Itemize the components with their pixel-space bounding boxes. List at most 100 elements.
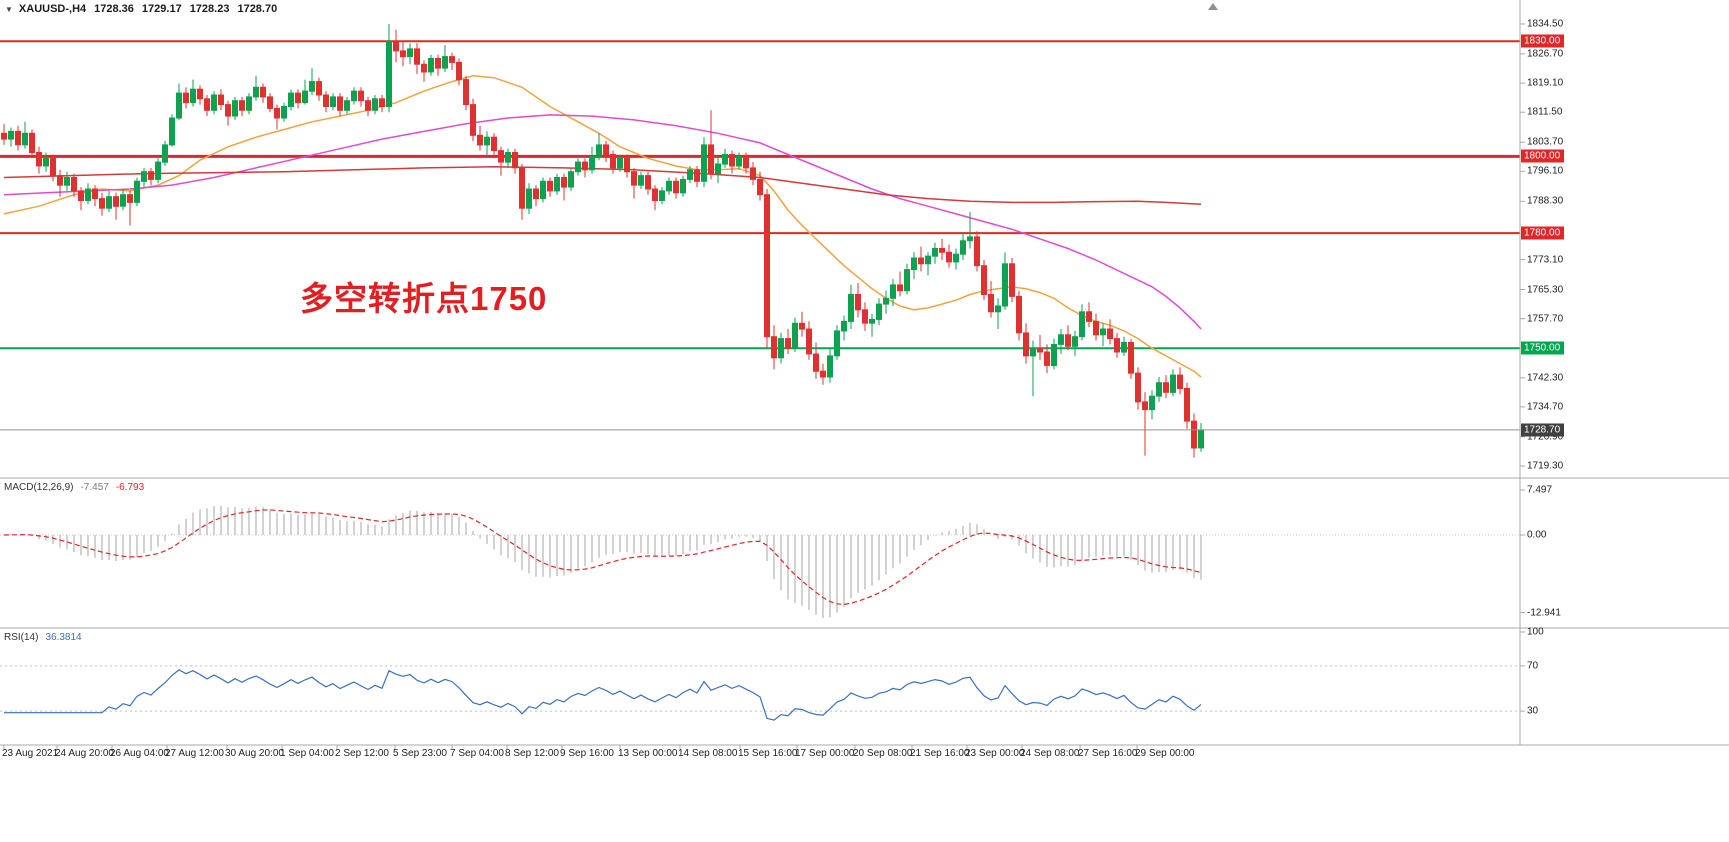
candle-body: [57, 175, 63, 186]
candle-body: [876, 303, 882, 320]
price-tick-label: 1826.70: [1527, 48, 1564, 60]
candle-body: [925, 255, 931, 265]
candle-body: [379, 98, 385, 108]
candle-body: [190, 88, 196, 104]
time-tick-label: 21 Sep 16:00: [910, 748, 970, 759]
time-tick-label: 27 Sep 16:00: [1078, 748, 1138, 759]
candle-body: [1030, 347, 1036, 357]
candle-body: [92, 188, 98, 200]
candle-body: [1044, 351, 1050, 366]
candle-body: [302, 90, 308, 104]
candle-body: [141, 171, 147, 182]
candle-body: [435, 58, 441, 69]
candle-body: [855, 294, 861, 311]
candle-body: [29, 132, 35, 154]
candle-body: [624, 157, 630, 173]
candle-body: [1065, 334, 1071, 347]
candle-body: [554, 177, 560, 192]
candle-body: [869, 318, 875, 324]
candle-body: [428, 58, 434, 73]
candle-body: [708, 144, 714, 175]
chart-annotation-text[interactable]: 多空转折点1750: [300, 280, 548, 317]
candle-body: [421, 63, 427, 73]
rsi-indicator-label: RSI(14) 36.3814: [4, 632, 82, 643]
candle-body: [127, 194, 133, 203]
candle-body: [1058, 334, 1064, 345]
candle-body: [365, 100, 371, 111]
candle-body: [120, 194, 126, 207]
panel-separators-group: [0, 0, 1729, 746]
candle-body: [1114, 338, 1120, 353]
candle-body: [701, 144, 707, 182]
candle-body: [169, 117, 175, 146]
candle-body: [1051, 343, 1057, 366]
candle-body: [386, 40, 392, 107]
candle-body: [603, 144, 609, 155]
candle-body: [456, 61, 462, 81]
candle-body: [274, 107, 280, 119]
candle-body: [477, 134, 483, 146]
candle-body: [939, 248, 945, 253]
candle-body: [589, 155, 595, 171]
time-tick-label: 1 Sep 04:00: [280, 748, 334, 759]
candle-body: [1009, 263, 1015, 297]
price-axis[interactable]: 1834.50 1826.70 1819.10 1811.50 1803.70 1796.…: [1520, 0, 1729, 745]
candle-body: [778, 338, 784, 359]
candle-body: [575, 161, 581, 173]
candle-body: [750, 167, 756, 180]
price-level-tag: 1830.00: [1521, 34, 1565, 48]
candle-body: [1121, 342, 1127, 353]
candle-body: [799, 322, 805, 330]
candle-body: [85, 188, 91, 201]
candle-body: [918, 257, 924, 265]
candle-body: [505, 152, 511, 163]
price-tick-label: 1834.50: [1527, 18, 1564, 30]
candle-body: [960, 240, 966, 255]
macd-main-value: -7.457: [80, 482, 109, 493]
price-tick-label: 1803.70: [1527, 136, 1564, 148]
candle-body: [155, 161, 161, 180]
candle-body: [1107, 328, 1113, 340]
macd-axis-label: -12.941: [1527, 607, 1561, 619]
candle-body: [652, 188, 658, 201]
time-tick-label: 30 Aug 20:00: [225, 748, 284, 759]
candle-body: [1177, 374, 1183, 390]
candle-body: [239, 100, 245, 111]
candle-body: [596, 144, 602, 157]
time-axis[interactable]: 23 Aug 2021 24 Aug 20:00 26 Aug 04:00 27 Au…: [0, 745, 1729, 767]
price-level-tag: 1728.70: [1521, 423, 1565, 437]
candle-body: [1016, 295, 1022, 334]
candle-body: [1156, 382, 1162, 397]
candle-body: [1002, 263, 1008, 307]
candle-body: [1079, 311, 1085, 338]
horizontal-lines-group: [0, 40, 1520, 350]
candle-body: [771, 336, 777, 359]
candle-body: [71, 177, 77, 192]
candle-body: [449, 56, 455, 63]
candle-body: [36, 152, 42, 167]
candle-body: [1170, 374, 1176, 393]
candle-body: [1142, 401, 1148, 411]
candle-body: [526, 188, 532, 209]
price-level-tag: 1750.00: [1521, 341, 1565, 355]
candle-body: [1023, 332, 1029, 357]
candle-body: [15, 130, 21, 146]
candle-body: [666, 180, 672, 192]
rsi-axis-label: 100: [1527, 626, 1544, 638]
rsi-axis-label: 30: [1527, 705, 1539, 717]
candle-body: [764, 194, 770, 338]
candle-body: [806, 328, 812, 355]
candle-body: [736, 155, 742, 167]
price-level-tag: 1800.00: [1521, 149, 1565, 163]
candle-body: [981, 265, 987, 296]
symbol-quicknav-icon[interactable]: ▼: [5, 4, 13, 14]
candle-body: [148, 171, 154, 180]
candle-body: [211, 94, 217, 111]
candle-body: [645, 175, 651, 190]
candle-body: [225, 104, 231, 117]
candle-body: [309, 81, 315, 92]
candle-body: [659, 190, 665, 201]
candle-body: [470, 104, 476, 136]
candle-body: [932, 248, 938, 257]
